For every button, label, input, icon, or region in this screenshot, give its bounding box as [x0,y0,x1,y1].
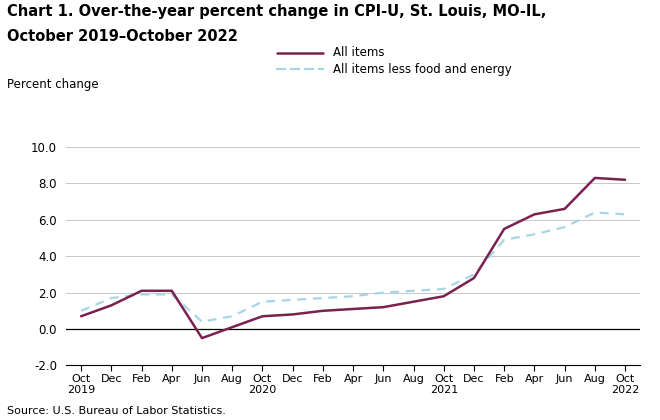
All items less food and energy [410,288,418,293]
All items less food and energy [500,237,508,242]
Text: Source: U.S. Bureau of Labor Statistics.: Source: U.S. Bureau of Labor Statistics. [7,406,226,416]
All items less food and energy [228,314,236,319]
Text: All items less food and energy: All items less food and energy [333,63,512,76]
All items less food and energy [379,290,387,295]
All items [319,308,327,313]
All items less food and energy [470,272,478,277]
All items less food and energy [561,225,569,230]
All items less food and energy [198,319,206,324]
All items [349,307,357,312]
All items less food and energy [259,299,267,304]
All items [621,177,629,182]
All items [288,312,296,317]
All items [108,303,115,308]
All items less food and energy [349,294,357,299]
All items [591,176,599,181]
All items [228,325,236,330]
Text: Percent change: Percent change [7,78,98,91]
All items [440,294,447,299]
All items [531,212,539,217]
Line: All items: All items [81,178,625,338]
All items less food and energy [77,308,85,313]
All items less food and energy [108,296,115,301]
All items less food and energy [531,232,539,237]
All items less food and energy [137,292,145,297]
All items [77,314,85,319]
All items [259,314,267,319]
All items [379,304,387,310]
All items less food and energy [440,286,447,291]
All items [168,288,176,293]
All items [198,336,206,341]
All items less food and energy [591,210,599,215]
All items [561,206,569,211]
All items [137,288,145,293]
All items [500,226,508,231]
All items less food and energy [168,292,176,297]
Text: All items: All items [333,46,385,59]
All items less food and energy [319,296,327,301]
Text: Chart 1. Over-the-year percent change in CPI-U, St. Louis, MO-IL,: Chart 1. Over-the-year percent change in… [7,4,546,19]
Text: October 2019–October 2022: October 2019–October 2022 [7,29,238,45]
All items [410,299,418,304]
Line: All items less food and energy: All items less food and energy [81,213,625,322]
All items less food and energy [288,297,296,302]
All items [470,276,478,281]
All items less food and energy [621,212,629,217]
